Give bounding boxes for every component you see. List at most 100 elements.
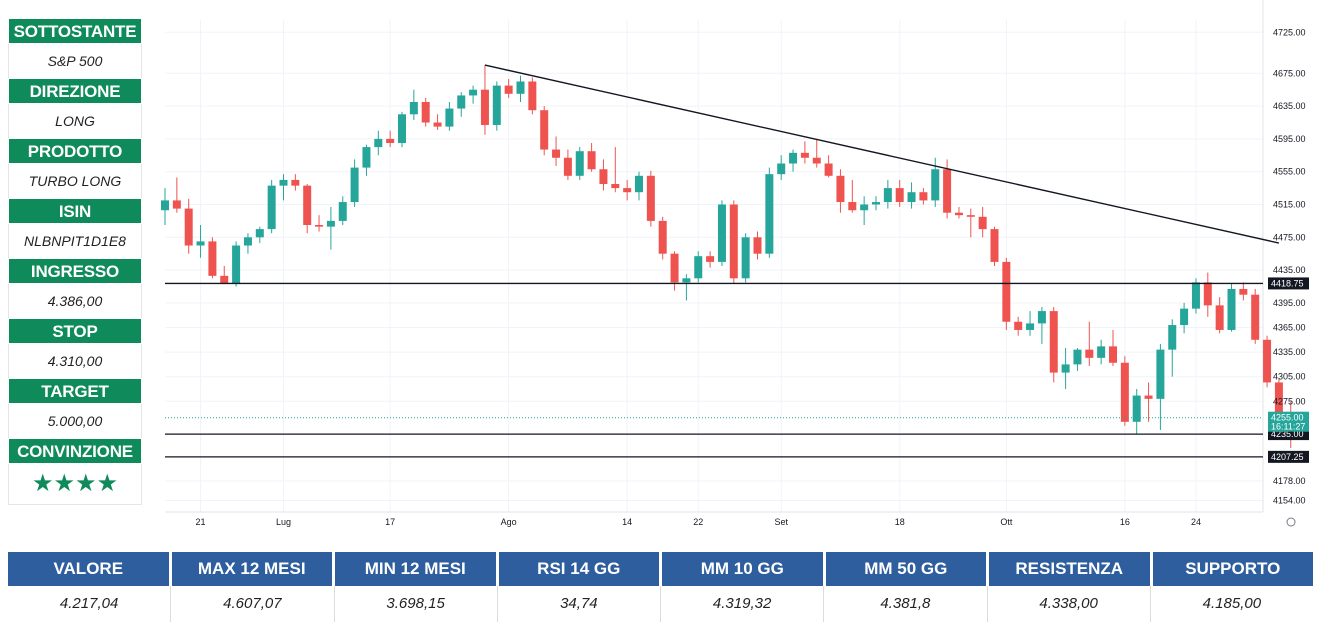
candle-body: [824, 163, 833, 176]
y-tick-label: 4395.00: [1273, 298, 1306, 308]
x-tick-label: Ago: [501, 517, 517, 527]
candle-body: [516, 81, 525, 94]
current-price-label: 4255.00: [1271, 413, 1304, 423]
candle-body: [457, 95, 466, 109]
price-chart[interactable]: 4725.00 4675.00 4635.00 4595.00 4555.00 4515.…: [155, 0, 1325, 540]
candle-body: [504, 85, 513, 94]
candle-body: [706, 256, 715, 262]
chart-svg: 4725.00 4675.00 4635.00 4595.00 4555.00 4515.…: [161, 0, 1309, 527]
candle-body: [966, 215, 975, 217]
candle-body: [1014, 321, 1023, 330]
value-sottostante: S&P 500: [8, 44, 142, 78]
candle-body: [848, 202, 857, 211]
stats-header-valore: VALORE: [8, 552, 172, 586]
value-prodotto: TURBO LONG: [8, 164, 142, 198]
trendline: [484, 64, 1280, 244]
candle-body: [279, 179, 288, 186]
candle-body: [990, 229, 999, 262]
candle-body: [398, 114, 406, 143]
x-tick-label: 18: [895, 517, 905, 527]
candle-body: [1002, 261, 1011, 322]
candle-body: [1037, 311, 1046, 324]
y-tick-label: 4154.00: [1273, 496, 1306, 506]
level-label-box: [1268, 277, 1309, 290]
candle-body: [540, 110, 549, 150]
stats-value-resistenza: 4.338,00: [988, 586, 1151, 622]
x-tick-label: 21: [196, 517, 206, 527]
candle-body: [1132, 395, 1141, 422]
candle-body: [552, 149, 561, 158]
candle-body: [374, 138, 383, 148]
current-price-box: [1268, 411, 1309, 432]
candle-body: [1156, 349, 1165, 399]
label-ingresso: INGRESSO: [8, 258, 142, 284]
candle-body: [172, 200, 181, 209]
y-tick-label: 4305.00: [1273, 372, 1306, 382]
candle-body: [184, 208, 193, 246]
candle-body: [658, 220, 667, 254]
candle-body: [433, 122, 442, 127]
candle-body: [469, 89, 478, 96]
candle-body: [777, 163, 786, 175]
countdown-label: 16:11:27: [1271, 422, 1305, 432]
candle-body: [350, 167, 359, 203]
candle-body: [445, 108, 454, 127]
candle-body: [753, 237, 762, 254]
candle-body: [232, 245, 241, 285]
candle-body: [765, 174, 774, 254]
candle-body: [421, 102, 430, 123]
candle-body: [492, 85, 501, 125]
candle-body: [220, 275, 229, 285]
candle-body: [291, 179, 300, 186]
x-tick-label: Set: [774, 517, 788, 527]
y-tick-label: 4555.00: [1273, 167, 1306, 177]
candle-body: [789, 152, 798, 164]
candle-body: [208, 241, 217, 276]
candle-body: [362, 147, 371, 168]
candle-body: [1097, 346, 1106, 358]
value-stop: 4.310,00: [8, 344, 142, 378]
value-isin: NLBNPIT1D1E8: [8, 224, 142, 258]
candle-body: [1120, 362, 1129, 422]
candle-body: [409, 102, 418, 115]
candle-body: [480, 89, 489, 125]
candle-body: [267, 185, 276, 230]
candle-body: [1085, 349, 1094, 358]
stats-value-rsi: 34,74: [498, 586, 661, 622]
sidebar-panel: SOTTOSTANTE S&P 500 DIREZIONE LONG PRODO…: [8, 18, 142, 505]
candle-body: [646, 175, 655, 221]
candle-body: [1227, 288, 1236, 330]
candle-body: [338, 202, 347, 221]
candle-body: [694, 256, 703, 279]
stats-header-mm10: MM 10 GG: [662, 552, 826, 586]
candle-body: [1061, 364, 1070, 373]
stats-header-rsi: RSI 14 GG: [498, 552, 662, 586]
candle-body: [528, 81, 537, 111]
candle-body: [978, 216, 987, 230]
candle-body: [1191, 282, 1200, 309]
value-ingresso: 4.386,00: [8, 284, 142, 318]
y-tick-label: 4635.00: [1273, 101, 1306, 111]
candle-body: [729, 204, 738, 279]
candle-body: [243, 237, 252, 246]
y-tick-label: 4675.00: [1273, 68, 1306, 78]
candle-body: [670, 253, 679, 283]
label-stop: STOP: [8, 318, 142, 344]
candle-body: [1203, 282, 1212, 306]
candle-body: [1263, 339, 1272, 383]
stats-value-min: 3.698,15: [335, 586, 498, 622]
stats-value-mm10: 4.319,32: [661, 586, 825, 622]
level-label: 4418.75: [1271, 278, 1304, 288]
stats-table: VALORE MAX 12 MESI MIN 12 MESI RSI 14 GG…: [8, 552, 1313, 622]
candle-body: [717, 204, 726, 262]
stats-header-max: MAX 12 MESI: [171, 552, 335, 586]
candle-body: [800, 152, 809, 158]
y-tick-label: 4725.00: [1273, 27, 1306, 37]
y-tick-label: 4595.00: [1273, 134, 1306, 144]
label-sottostante: SOTTOSTANTE: [8, 18, 142, 44]
candle-body: [1026, 323, 1035, 330]
candle-body: [1239, 288, 1248, 295]
candle-body: [860, 204, 869, 211]
candle-body: [303, 185, 312, 225]
x-tick-label: 24: [1191, 517, 1201, 527]
